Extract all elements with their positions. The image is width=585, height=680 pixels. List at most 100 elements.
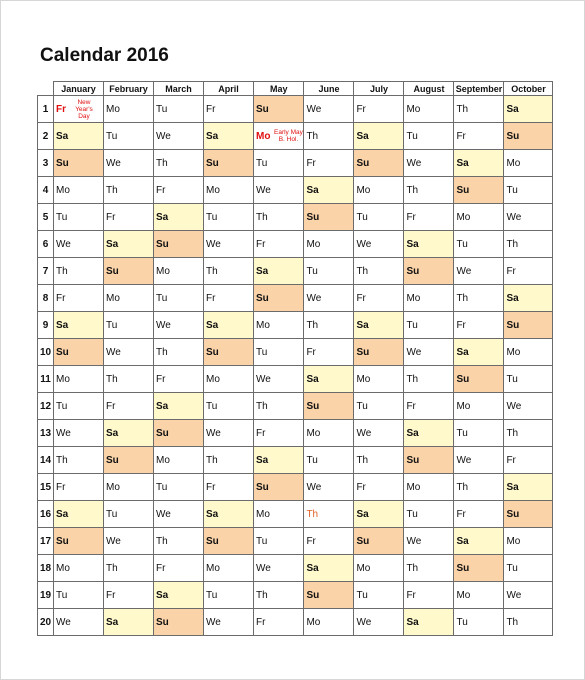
weekday-label: We: [306, 292, 322, 304]
day-cell: Mo: [53, 365, 104, 393]
day-cell: Sa: [103, 230, 154, 258]
day-cell: Mo: [103, 284, 154, 312]
weekday-label: Su: [56, 157, 69, 169]
day-cell: Tu: [103, 122, 154, 150]
weekday-label: Tu: [456, 427, 468, 439]
weekday-label: Th: [106, 184, 118, 196]
month-header-april: April: [203, 81, 254, 96]
day-number: 4: [37, 176, 54, 204]
weekday-label: We: [206, 427, 221, 439]
day-cell: Tu: [503, 176, 554, 204]
weekday-label: Tu: [156, 103, 168, 115]
weekday-label: We: [256, 184, 271, 196]
weekday-label: Th: [406, 184, 419, 196]
weekday-label: Th: [356, 454, 369, 466]
weekday-label: We: [456, 454, 472, 466]
weekday-label: We: [356, 238, 372, 250]
day-number: 14: [37, 446, 54, 474]
weekday-label: Sa: [356, 319, 369, 331]
weekday-label: Th: [156, 535, 168, 547]
weekday-label: Fr: [456, 130, 466, 142]
weekday-label: Mo: [56, 184, 70, 196]
weekday-label: Th: [256, 211, 268, 223]
day-cell: Su: [203, 527, 254, 555]
day-cell: Fr: [203, 95, 254, 123]
day-cell: Fr: [303, 338, 355, 366]
day-cell: Th: [252, 203, 305, 231]
weekday-label: Mo: [356, 184, 371, 196]
weekday-label: Sa: [306, 184, 319, 196]
weekday-label: Sa: [406, 616, 419, 628]
day-cell: Tu: [453, 230, 505, 258]
day-cell: Su: [503, 311, 554, 339]
weekday-label: We: [406, 535, 422, 547]
day-cell: Sa: [503, 284, 554, 312]
weekday-label: Fr: [256, 616, 266, 628]
weekday-label: Fr: [356, 481, 366, 493]
day-cell: Sa: [252, 446, 305, 474]
weekday-label: Mo: [106, 103, 120, 115]
day-cell: We: [252, 554, 305, 582]
day-cell: Mo: [453, 203, 505, 231]
day-number: 7: [37, 257, 54, 285]
weekday-label: Th: [56, 454, 68, 466]
month-header-january: January: [53, 81, 104, 96]
weekday-label: Su: [506, 319, 520, 331]
weekday-label: Su: [256, 292, 269, 304]
day-cell: Su: [353, 527, 405, 555]
weekday-label: Sa: [206, 508, 219, 520]
day-cell: Mo: [353, 365, 405, 393]
day-cell: Th: [53, 257, 104, 285]
weekday-label: We: [156, 319, 171, 331]
day-cell: Sa: [53, 122, 104, 150]
day-number: 8: [37, 284, 54, 312]
weekday-label: Fr: [56, 103, 66, 115]
day-cell: Su: [153, 608, 204, 636]
day-cell: Th: [403, 365, 455, 393]
weekday-label: Mo: [206, 373, 220, 385]
day-cell: Th: [103, 554, 154, 582]
weekday-label: Tu: [356, 211, 368, 223]
day-cell: Mo: [403, 284, 455, 312]
weekday-label: Tu: [256, 157, 268, 169]
day-cell: Tu: [403, 311, 455, 339]
weekday-label: Tu: [206, 400, 218, 412]
day-cell: Mo: [503, 338, 554, 366]
day-cell: We: [303, 284, 355, 312]
weekday-label: Mo: [156, 454, 170, 466]
day-cell: Tu: [203, 203, 254, 231]
day-cell: Th: [403, 176, 455, 204]
day-cell: Fr: [503, 446, 554, 474]
day-cell: Su: [353, 338, 405, 366]
day-cell: Tu: [252, 527, 305, 555]
weekday-label: Fr: [356, 292, 366, 304]
day-number: 10: [37, 338, 54, 366]
day-cell: Th: [103, 176, 154, 204]
weekday-label: Mo: [56, 562, 70, 574]
weekday-label: Sa: [306, 562, 319, 574]
weekday-label: Su: [306, 589, 320, 601]
weekday-label: Th: [456, 481, 469, 493]
day-cell: Fr: [453, 122, 505, 150]
day-number: 18: [37, 554, 54, 582]
day-cell: Su: [252, 284, 305, 312]
day-cell: Mo: [203, 176, 254, 204]
day-cell: Tu: [252, 338, 305, 366]
table-row: 2 Sa Tu We Sa Mo Early May B. Hol. Th Sa Tu Fr Su: [37, 122, 554, 150]
day-cell: Sa: [353, 122, 405, 150]
weekday-label: Fr: [156, 373, 166, 385]
day-cell: Th: [453, 473, 505, 501]
day-cell: We: [503, 392, 554, 420]
day-cell: Sa: [103, 419, 154, 447]
day-number: 12: [37, 392, 54, 420]
day-cell: Su: [53, 338, 104, 366]
day-cell: Fr: [403, 392, 455, 420]
day-cell: Mo: [103, 473, 154, 501]
day-cell: Mo: [453, 581, 505, 609]
day-number: 17: [37, 527, 54, 555]
day-cell: Mo Early May B. Hol.: [252, 122, 305, 150]
day-cell: Sa: [453, 149, 505, 177]
weekday-label: Sa: [256, 454, 269, 466]
weekday-label: We: [106, 346, 121, 358]
weekday-label: Tu: [206, 211, 218, 223]
